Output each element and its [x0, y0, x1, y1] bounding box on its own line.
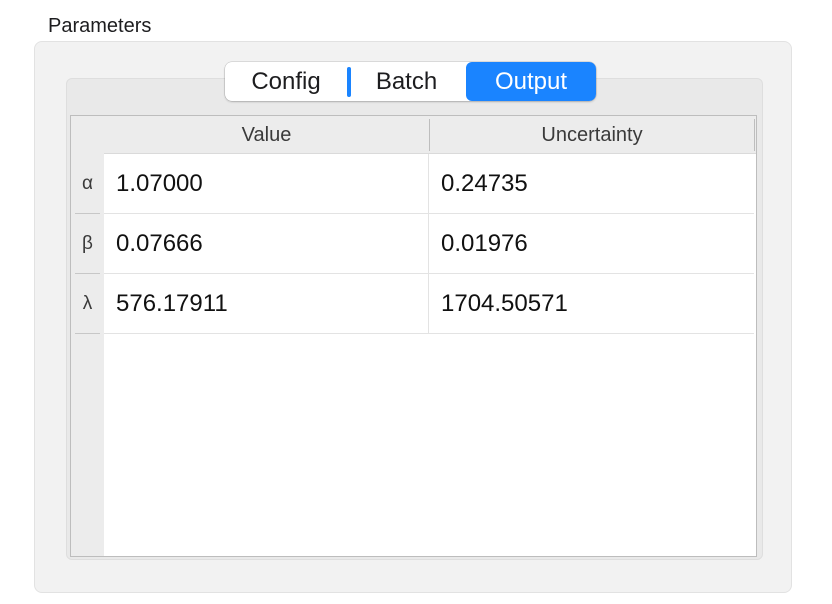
column-header: Value Uncertainty	[104, 116, 756, 154]
uncertainty-cell[interactable]: 0.01976	[441, 229, 528, 257]
table-row: 576.17911 1704.50571	[104, 274, 754, 334]
value-cell[interactable]: 0.07666	[104, 214, 429, 273]
tab-output[interactable]: Output	[466, 62, 596, 101]
row-header: α β λ	[71, 154, 104, 556]
tab-bar: Config Batch Output	[225, 62, 596, 101]
value-cell[interactable]: 1.07000	[104, 154, 429, 213]
table-row: 1.07000 0.24735	[104, 154, 754, 214]
column-header-value[interactable]: Value	[241, 123, 292, 146]
row-header-beta[interactable]: β	[82, 233, 93, 254]
tab-batch[interactable]: Batch	[347, 62, 466, 101]
row-header-lambda[interactable]: λ	[82, 293, 93, 314]
value-cell[interactable]: 576.17911	[104, 274, 429, 333]
uncertainty-cell[interactable]: 0.24735	[441, 169, 528, 197]
row-header-alpha[interactable]: α	[82, 173, 93, 194]
column-separator	[754, 119, 755, 151]
group-title: Parameters	[48, 15, 152, 37]
column-separator	[429, 119, 430, 151]
row-separator	[75, 273, 100, 274]
tab-config[interactable]: Config	[251, 67, 321, 95]
row-separator	[75, 213, 100, 214]
row-separator	[75, 333, 100, 334]
table-row: 0.07666 0.01976	[104, 214, 754, 274]
output-table[interactable]: Value Uncertainty α β λ 1.07000 0.24735 …	[70, 115, 757, 557]
uncertainty-cell[interactable]: 1704.50571	[441, 289, 568, 317]
table-corner	[71, 116, 104, 154]
column-header-uncertainty[interactable]: Uncertainty	[541, 123, 643, 146]
